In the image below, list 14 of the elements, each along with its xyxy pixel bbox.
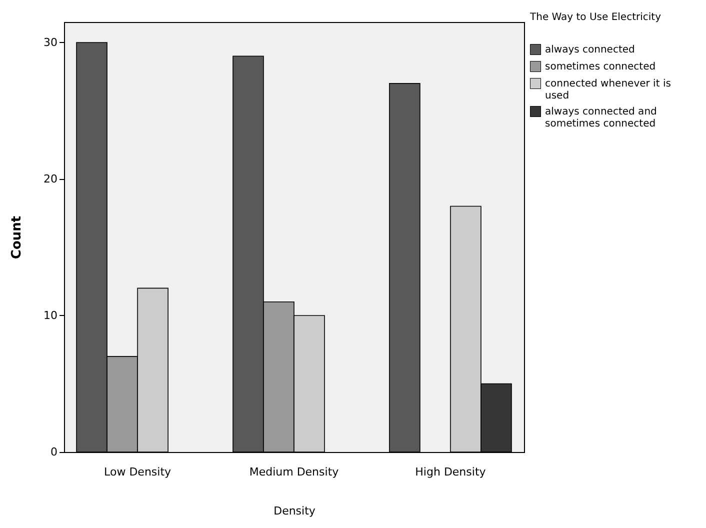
y-tick-label: 30 bbox=[44, 36, 58, 49]
legend-label: connected whenever it is used bbox=[545, 78, 671, 102]
x-tick-label: Low Density bbox=[104, 466, 172, 478]
legend-title: The Way to Use Electricity bbox=[529, 12, 662, 23]
x-tick-label: Medium Density bbox=[249, 466, 340, 478]
legend-label: always connected and sometimes connected bbox=[545, 106, 657, 130]
y-axis-title: Count bbox=[10, 216, 25, 260]
y-tick-label: 20 bbox=[44, 172, 58, 186]
y-tick-label: 0 bbox=[50, 446, 58, 458]
legend-label: always connected bbox=[545, 44, 635, 56]
x-axis-title: Density bbox=[274, 504, 316, 518]
legend-label: sometimes connected bbox=[545, 62, 656, 72]
x-tick-label: High Density bbox=[415, 466, 486, 478]
y-tick-label: 10 bbox=[44, 308, 58, 322]
